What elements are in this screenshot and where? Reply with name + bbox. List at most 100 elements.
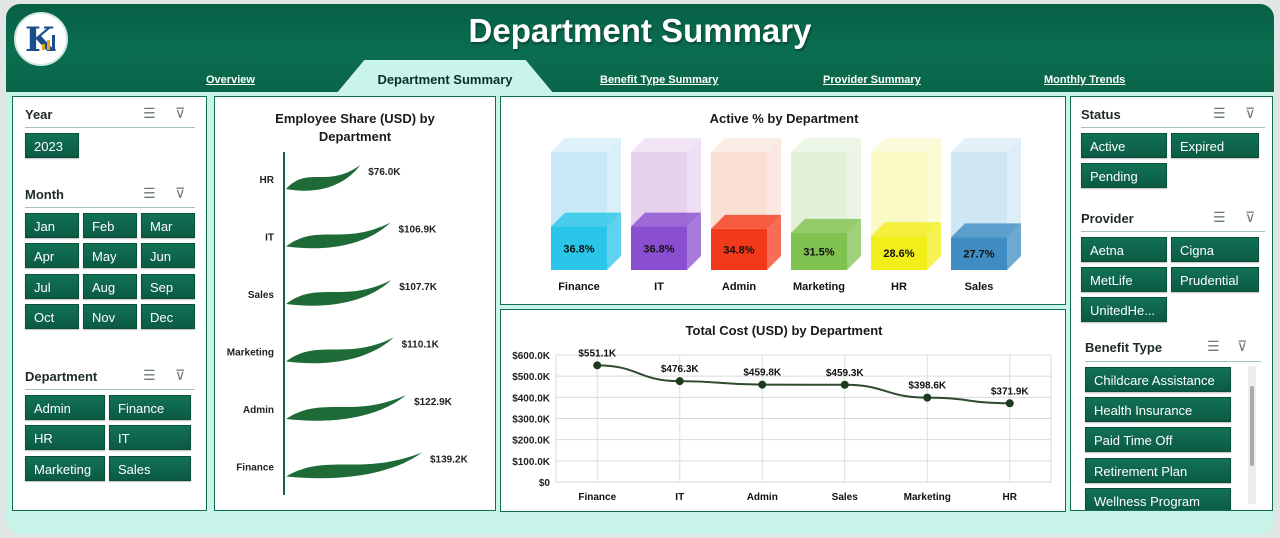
tab-department-summary-label: Department Summary [377,72,513,87]
month-jan-button[interactable]: Jan [25,213,79,238]
tab-overview[interactable]: Overview [206,74,255,86]
provider-unitedhealthcare-button[interactable]: UnitedHe... [1081,297,1167,322]
active-percent-chart: 36.8% Finance 36.8% IT 34.8% Admin 31.5% Market… [551,138,1021,293]
active-percent-chart-title: Active % by Department [709,111,859,126]
tab-department-summary[interactable]: Department Summary [336,60,554,94]
tab-monthly-trends[interactable]: Monthly Trends [1044,74,1126,86]
clear-filter-icon[interactable]: ⊽ [175,186,186,202]
cost-category-label: Marketing [904,492,951,503]
benefit-retirement-plan-button[interactable]: Retirement Plan [1085,458,1231,483]
month-may-button[interactable]: May [83,243,137,268]
share-bar-sales [286,280,392,306]
department-admin-button[interactable]: Admin [25,395,105,420]
department-hr-button[interactable]: HR [25,425,105,450]
department-marketing-button[interactable]: Marketing [25,456,105,481]
status-active-button[interactable]: Active [1081,133,1167,158]
clear-filter-icon[interactable]: ⊽ [175,368,186,384]
year-2023-button[interactable]: 2023 [25,133,79,158]
share-data-label: $122.9K [414,397,453,408]
tab-benefit-type-summary[interactable]: Benefit Type Summary [600,74,719,86]
cost-point-it [675,377,684,386]
benefit-health-insurance-button[interactable]: Health Insurance [1085,397,1231,422]
share-data-label: $76.0K [368,167,401,178]
cost-y-tick-label: $200.0K [512,436,551,447]
share-data-label: $106.9K [398,225,437,236]
month-nov-button[interactable]: Nov [83,304,137,329]
active-bar-sales [951,237,1007,270]
cost-category-label: Admin [747,492,778,503]
status-slicer-title: Status [1081,107,1121,122]
month-mar-button[interactable]: Mar [141,213,195,238]
active-bar-side [847,218,861,270]
month-apr-button[interactable]: Apr [25,243,79,268]
clear-filter-icon[interactable]: ⊽ [175,106,186,122]
status-expired-button[interactable]: Expired [1171,133,1259,158]
active-data-label: 36.8% [563,243,594,255]
month-dec-button[interactable]: Dec [141,304,195,329]
active-bar-ghost-top [951,138,1021,152]
share-data-label: $107.7K [399,282,438,293]
header-bar: K Department Summary Overview Benefit Ty… [6,4,1274,92]
benefit-type-scrollbar[interactable] [1248,366,1256,504]
department-finance-button[interactable]: Finance [109,395,191,420]
share-category-label: Finance [236,463,274,474]
month-jun-button[interactable]: Jun [141,243,195,268]
share-category-label: Admin [243,405,274,416]
cost-data-label: $551.1K [578,348,617,359]
active-category-label: Sales [965,281,994,293]
clear-filter-icon[interactable]: ⊽ [1237,339,1248,355]
share-data-label: $110.1K [402,340,440,351]
benefit-paid-time-off-button[interactable]: Paid Time Off [1085,427,1231,452]
cost-y-tick-label: $500.0K [512,372,551,383]
scrollbar-thumb[interactable] [1250,386,1254,466]
month-sep-button[interactable]: Sep [141,274,195,299]
department-sales-button[interactable]: Sales [109,456,191,481]
cost-y-tick-label: $600.0K [512,351,551,362]
month-jul-button[interactable]: Jul [25,274,79,299]
share-category-label: Marketing [227,348,274,359]
share-category-label: IT [265,233,274,244]
tab-provider-summary[interactable]: Provider Summary [823,74,921,86]
cost-point-sales [840,380,849,389]
cost-y-tick-label: $400.0K [512,393,551,404]
clear-filter-icon[interactable]: ⊽ [1245,210,1256,226]
active-data-label: 36.8% [643,243,674,255]
cost-category-label: Finance [578,492,616,503]
status-pending-button[interactable]: Pending [1081,163,1167,188]
left-slicer-panel: Year ☰ ⊽ 2023 Month ☰ ⊽ Jan Feb Mar Apr … [12,96,207,511]
employee-share-chart: HR $76.0K IT $106.9K Sales $107.7K Marketing $1… [227,152,469,495]
cost-y-tick-label: $100.0K [512,457,551,468]
provider-metlife-button[interactable]: MetLife [1081,267,1167,292]
multi-select-icon[interactable]: ☰ [143,106,156,122]
active-bar-admin [711,228,767,270]
active-bar-side [767,214,781,270]
share-category-label: HR [260,175,275,186]
provider-prudential-button[interactable]: Prudential [1171,267,1259,292]
active-bar-top [711,214,781,229]
multi-select-icon[interactable]: ☰ [143,186,156,202]
clear-filter-icon[interactable]: ⊽ [1245,106,1256,122]
employee-share-chart-title: Employee Share (USD) by Department [275,111,435,144]
right-slicer-panel: Status ☰ ⊽ Active Expired Pending Provid… [1070,96,1273,511]
month-oct-button[interactable]: Oct [25,304,79,329]
active-bar-ghost-top [711,138,781,152]
cost-category-label: HR [1003,492,1018,503]
provider-cigna-button[interactable]: Cigna [1171,237,1259,262]
multi-select-icon[interactable]: ☰ [1213,106,1226,122]
multi-select-icon[interactable]: ☰ [1207,339,1220,355]
benefit-wellness-program-button[interactable]: Wellness Program [1085,488,1231,510]
multi-select-icon[interactable]: ☰ [1213,210,1226,226]
total-cost-chart-panel: Total Cost (USD) by Department $0 $100.0K… [500,309,1066,512]
department-it-button[interactable]: IT [109,425,191,450]
provider-aetna-button[interactable]: Aetna [1081,237,1167,262]
cost-point-admin [758,380,767,389]
month-feb-button[interactable]: Feb [83,213,137,238]
cost-y-tick-label: $300.0K [512,415,551,426]
month-aug-button[interactable]: Aug [83,274,137,299]
dashboard-frame: K Department Summary Overview Benefit Ty… [6,4,1274,534]
cost-point-marketing [923,393,932,402]
multi-select-icon[interactable]: ☰ [143,368,156,384]
share-bar-marketing [286,337,394,364]
share-data-label: $139.2K [430,455,469,466]
benefit-childcare-assistance-button[interactable]: Childcare Assistance [1085,367,1231,392]
